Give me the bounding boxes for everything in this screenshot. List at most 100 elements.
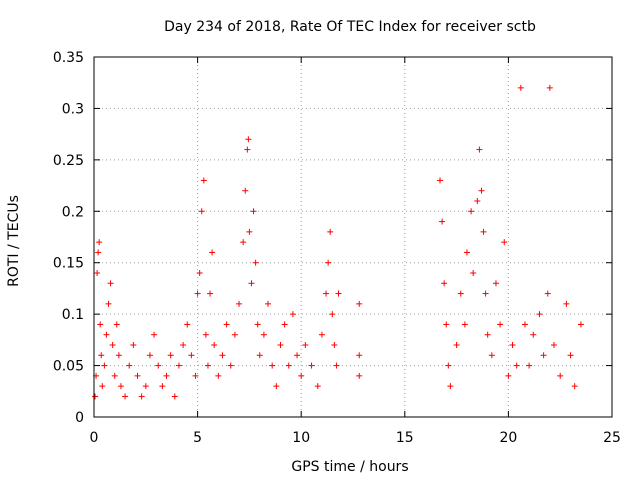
data-point <box>236 300 243 307</box>
data-point <box>314 383 321 390</box>
data-point <box>155 362 162 369</box>
data-point <box>244 146 251 153</box>
data-point <box>240 239 247 246</box>
data-point <box>98 352 105 359</box>
data-point <box>356 372 363 379</box>
data-point <box>329 311 336 318</box>
data-point <box>521 321 528 328</box>
data-point <box>474 198 481 204</box>
gridlines <box>94 57 612 417</box>
data-point <box>109 342 116 348</box>
data-point <box>544 290 551 297</box>
data-point <box>318 331 325 338</box>
data-point <box>484 331 491 338</box>
data-point <box>146 352 153 359</box>
data-point <box>331 342 338 348</box>
data-point <box>198 208 205 215</box>
x-tick-label: 0 <box>90 430 99 446</box>
data-point <box>298 372 305 379</box>
data-point <box>248 280 255 287</box>
data-point <box>277 342 284 348</box>
data-point <box>478 187 485 194</box>
data-point <box>501 239 508 246</box>
data-point <box>97 321 104 328</box>
data-point <box>171 393 178 400</box>
data-point <box>463 249 470 256</box>
x-tick-label: 20 <box>499 430 517 446</box>
y-tick-label: 0.3 <box>62 101 84 117</box>
axis-ticks: 0 5 10 15 20 25 0 0.05 0.1 0.15 0.2 0.25 0.3 0.35 <box>53 50 621 446</box>
data-point <box>254 321 261 328</box>
data-point <box>497 321 504 328</box>
data-point <box>294 352 301 359</box>
data-point <box>356 352 363 359</box>
data-point <box>184 321 191 328</box>
x-tick-label: 5 <box>193 430 202 446</box>
data-point <box>453 342 460 348</box>
data-point <box>468 208 475 215</box>
data-point <box>325 259 332 266</box>
data-point <box>308 362 315 369</box>
data-point <box>260 331 267 338</box>
x-tick-label: 15 <box>396 430 414 446</box>
data-point <box>246 228 253 235</box>
data-point <box>204 362 211 369</box>
data-point <box>92 393 99 400</box>
data-point <box>107 280 114 287</box>
data-point <box>273 383 280 390</box>
data-point <box>461 321 468 328</box>
data-point <box>207 290 214 297</box>
data-point <box>245 136 252 143</box>
data-point <box>138 393 145 400</box>
data-point <box>188 352 195 359</box>
data-point <box>231 331 238 338</box>
data-point <box>180 342 187 348</box>
chart-title: Day 234 of 2018, Rate Of TEC Index for r… <box>164 19 536 35</box>
data-point <box>540 352 547 359</box>
y-tick-label: 0.1 <box>62 307 84 323</box>
data-point <box>163 372 170 379</box>
data-point <box>194 290 201 297</box>
data-point <box>526 362 533 369</box>
data-point <box>445 362 452 369</box>
data-point <box>488 352 495 359</box>
data-point <box>281 321 288 328</box>
data-point <box>159 383 166 390</box>
y-tick-label: 0 <box>75 410 84 426</box>
data-point <box>482 290 489 297</box>
data-point <box>517 84 524 91</box>
data-point <box>256 352 263 359</box>
data-point <box>439 218 446 225</box>
data-point <box>175 362 182 369</box>
data-point <box>513 362 520 369</box>
data-point <box>94 270 101 276</box>
data-point <box>333 362 340 369</box>
x-tick-label: 25 <box>603 430 621 446</box>
data-point <box>289 311 296 318</box>
data-point <box>577 321 584 328</box>
data-point <box>437 177 444 184</box>
data-point <box>509 342 516 348</box>
data-point <box>443 321 450 328</box>
data-point <box>115 352 122 359</box>
data-point <box>101 362 108 369</box>
data-point <box>202 331 209 338</box>
data-point <box>557 372 564 379</box>
data-point <box>215 372 222 379</box>
data-point <box>480 228 487 235</box>
data-point <box>567 352 574 359</box>
data-point <box>546 84 553 91</box>
y-tick-label: 0.35 <box>53 50 84 66</box>
data-point <box>441 280 448 287</box>
data-point <box>99 383 106 390</box>
data-point <box>105 300 112 307</box>
data-point <box>113 321 120 328</box>
y-tick-label: 0.05 <box>53 359 84 375</box>
data-point <box>134 372 141 379</box>
data-point <box>122 393 129 400</box>
data-point <box>126 362 133 369</box>
data-point <box>223 321 230 328</box>
data-point <box>457 290 464 297</box>
data-point <box>536 311 543 318</box>
